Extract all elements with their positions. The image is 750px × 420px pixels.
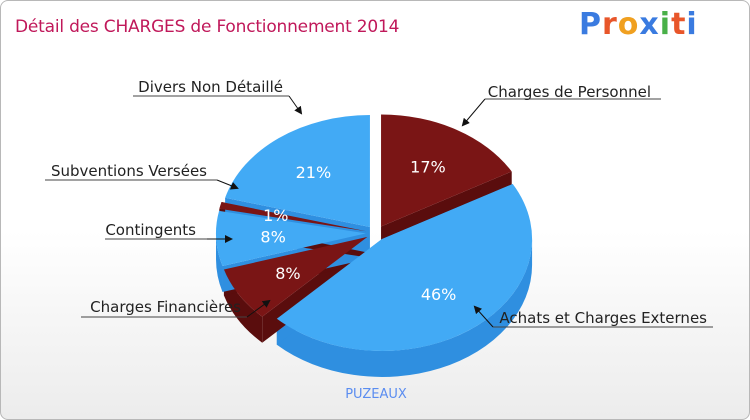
logo-letter: x xyxy=(639,7,660,42)
leader-arrow xyxy=(461,98,486,127)
slice-percent-label: 8% xyxy=(275,264,300,283)
slice-category-label: Contingents xyxy=(105,221,196,239)
slice-percent-label: 21% xyxy=(296,163,332,182)
pie-slice[interactable] xyxy=(223,236,368,317)
logo-letter: r xyxy=(602,7,618,42)
pie-slice-side xyxy=(216,233,223,292)
leader-arrow xyxy=(216,179,239,190)
slice-percent-label: 46% xyxy=(421,285,457,304)
pie-slice[interactable] xyxy=(381,114,512,227)
slice-category-label: Charges de Personnel xyxy=(488,83,651,101)
slice-percent-label: 8% xyxy=(260,228,285,247)
logo-letter: t xyxy=(671,7,687,42)
slice-percent-label: 17% xyxy=(410,158,446,177)
pie-slice[interactable] xyxy=(216,210,367,266)
proxiti-logo: Proxiti xyxy=(579,7,698,42)
logo-letter: P xyxy=(579,7,602,42)
chart-title: Détail des CHARGES de Fonctionnement 201… xyxy=(15,17,400,37)
pie-slice[interactable] xyxy=(276,183,533,351)
pie-tops: 17% 46% 8% 8% 1% 21% xyxy=(216,114,533,351)
slice-category-label: Divers Non Détaillé xyxy=(138,78,283,96)
logo-letter: i xyxy=(659,7,672,42)
leader-arrow xyxy=(473,305,494,328)
city-name: PUZEAUX xyxy=(345,387,407,402)
slice-percent-label: 1% xyxy=(263,206,288,225)
slice-category-label: Subventions Versées xyxy=(51,162,207,180)
slice-category-label: Achats et Charges Externes xyxy=(499,309,707,327)
pie-slice-side xyxy=(276,238,533,377)
pie-slice[interactable] xyxy=(219,201,367,232)
slice-category-label: Charges Financières xyxy=(90,298,241,316)
leader-arrow xyxy=(288,95,303,115)
pie-slice[interactable] xyxy=(225,115,370,228)
logo-letter: o xyxy=(617,7,640,42)
leader-arrow xyxy=(246,299,271,318)
logo-letter: i xyxy=(686,7,698,42)
